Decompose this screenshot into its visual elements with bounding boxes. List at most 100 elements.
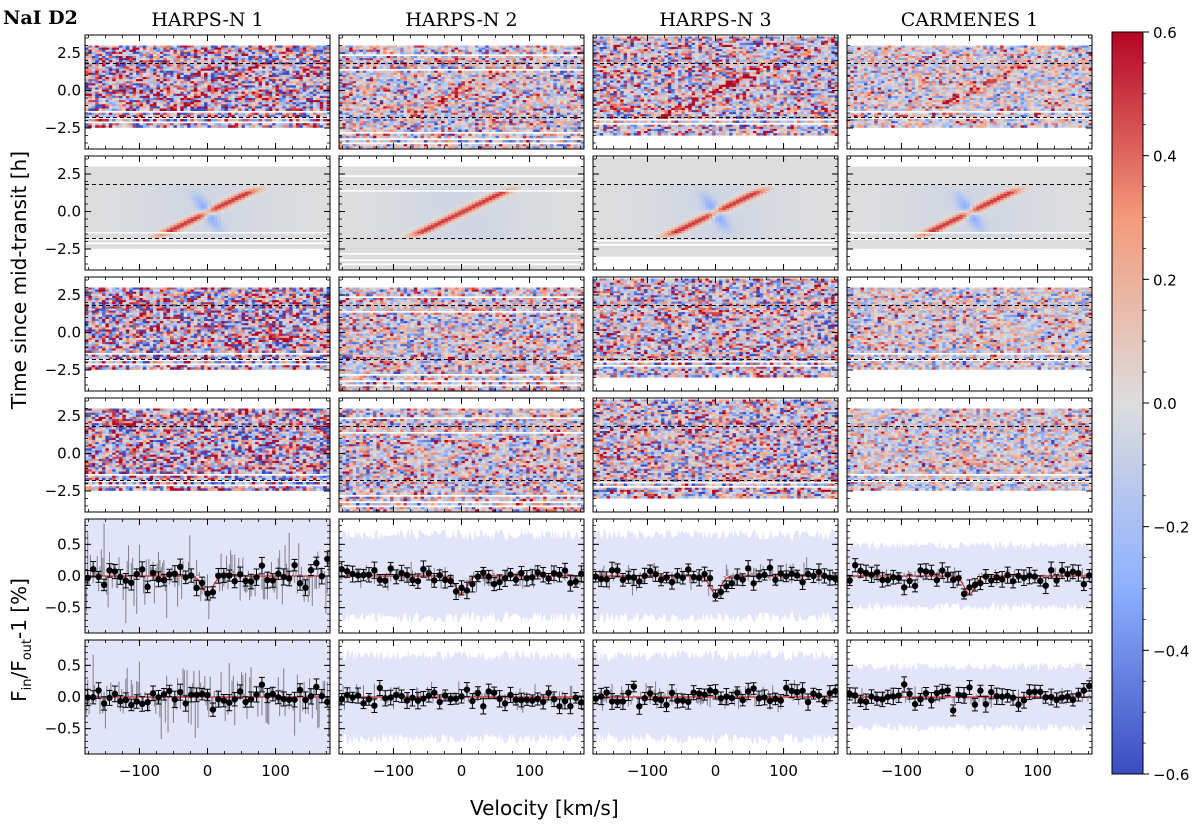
map-cell [403, 79, 408, 82]
map-cell [238, 104, 242, 107]
map-cell [396, 60, 401, 63]
map-cell [362, 95, 367, 99]
map-cell [292, 83, 297, 86]
map-cell [282, 64, 287, 67]
map-cell [539, 64, 544, 67]
map-cell [142, 87, 147, 90]
map-cell [471, 74, 476, 78]
map-cell [176, 100, 181, 103]
map-cell [369, 112, 374, 116]
map-cell [312, 95, 317, 99]
map-cell [153, 49, 157, 53]
map-cell [573, 102, 578, 105]
map-cell [475, 49, 479, 53]
map-cell [217, 68, 222, 72]
map-cell [519, 70, 524, 74]
map-cell [119, 114, 123, 118]
map-cell [393, 79, 398, 82]
map-cell [217, 93, 222, 97]
map-cell [471, 66, 476, 69]
map-cell [441, 93, 445, 97]
map-cell [132, 83, 137, 86]
map-cell [302, 100, 307, 103]
map-cell [407, 106, 411, 109]
map-cell [386, 83, 391, 86]
map-cell [577, 85, 581, 88]
map-cell [553, 98, 558, 101]
map-cell [458, 47, 462, 51]
map-cell [214, 93, 219, 97]
map-cell [183, 93, 188, 97]
map-cell [265, 93, 270, 97]
map-cell [502, 81, 507, 84]
map-cell [295, 89, 300, 93]
map-cell [383, 51, 388, 55]
map-cell [159, 102, 164, 105]
map-cell [170, 114, 174, 118]
map-cell [183, 70, 188, 74]
map-cell [349, 81, 354, 84]
map-cell [577, 74, 581, 78]
map-cell [447, 74, 452, 78]
map-cell [379, 95, 384, 99]
map-cell [577, 87, 581, 90]
map-cell [362, 70, 367, 74]
map-cell [129, 56, 134, 59]
map-cell [434, 62, 439, 65]
map-cell [481, 83, 486, 86]
map-cell [299, 53, 304, 57]
map-cell [221, 45, 225, 48]
map-cell [183, 112, 188, 116]
map-cell [522, 100, 527, 103]
map-cell [420, 81, 425, 84]
map-cell [149, 58, 154, 61]
map-cell [112, 95, 117, 99]
map-cell [102, 74, 106, 78]
map-cell [105, 87, 110, 90]
map-cell [98, 104, 103, 107]
map-cell [272, 60, 276, 63]
map-cell [183, 119, 188, 122]
map-cell [393, 106, 398, 109]
map-cell [458, 106, 462, 109]
map-cell [234, 62, 239, 65]
map-cell [349, 89, 354, 93]
map-cell [420, 62, 425, 65]
map-cell [125, 70, 130, 74]
map-cell [207, 85, 212, 88]
map-cell [146, 114, 151, 118]
map-cell [464, 83, 469, 86]
map-cell [512, 49, 517, 53]
map-cell [560, 114, 564, 118]
map-cell [430, 79, 435, 82]
map-cell [407, 77, 411, 80]
map-cell [108, 68, 113, 72]
map-cell [529, 79, 534, 82]
map-cell [115, 74, 120, 78]
map-cell [492, 102, 496, 105]
map-cell [224, 51, 229, 55]
map-cell [241, 98, 246, 101]
map-cell [566, 47, 571, 51]
map-cell [275, 72, 280, 76]
map-cell [309, 60, 314, 63]
map-cell [403, 45, 408, 48]
map-cell [129, 62, 134, 65]
map-cell [379, 66, 384, 69]
map-cell [478, 83, 483, 86]
map-cell [356, 72, 360, 76]
map-cell [563, 87, 568, 90]
map-cell [441, 89, 445, 93]
map-cell [427, 64, 432, 67]
map-cell [356, 93, 360, 97]
map-cell [295, 47, 300, 51]
map-cell [468, 91, 473, 95]
map-cell [244, 95, 249, 99]
map-cell [193, 47, 198, 51]
map-cell [316, 98, 321, 101]
map-cell [454, 79, 459, 82]
map-cell [519, 64, 524, 67]
map-cell [532, 114, 537, 118]
map-cell [471, 112, 476, 116]
map-cell [299, 77, 304, 80]
